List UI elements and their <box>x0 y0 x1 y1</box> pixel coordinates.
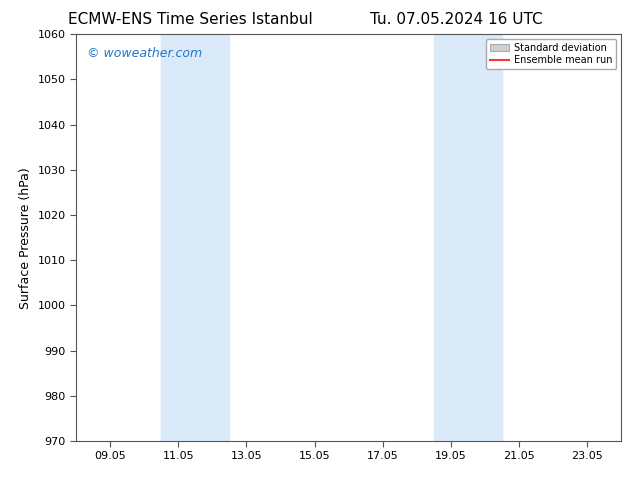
Text: Tu. 07.05.2024 16 UTC: Tu. 07.05.2024 16 UTC <box>370 12 543 27</box>
Text: ECMW-ENS Time Series Istanbul: ECMW-ENS Time Series Istanbul <box>68 12 313 27</box>
Legend: Standard deviation, Ensemble mean run: Standard deviation, Ensemble mean run <box>486 39 616 70</box>
Text: © woweather.com: © woweather.com <box>87 47 202 59</box>
Bar <box>161 34 230 441</box>
Y-axis label: Surface Pressure (hPa): Surface Pressure (hPa) <box>19 167 32 309</box>
Bar <box>434 34 502 441</box>
